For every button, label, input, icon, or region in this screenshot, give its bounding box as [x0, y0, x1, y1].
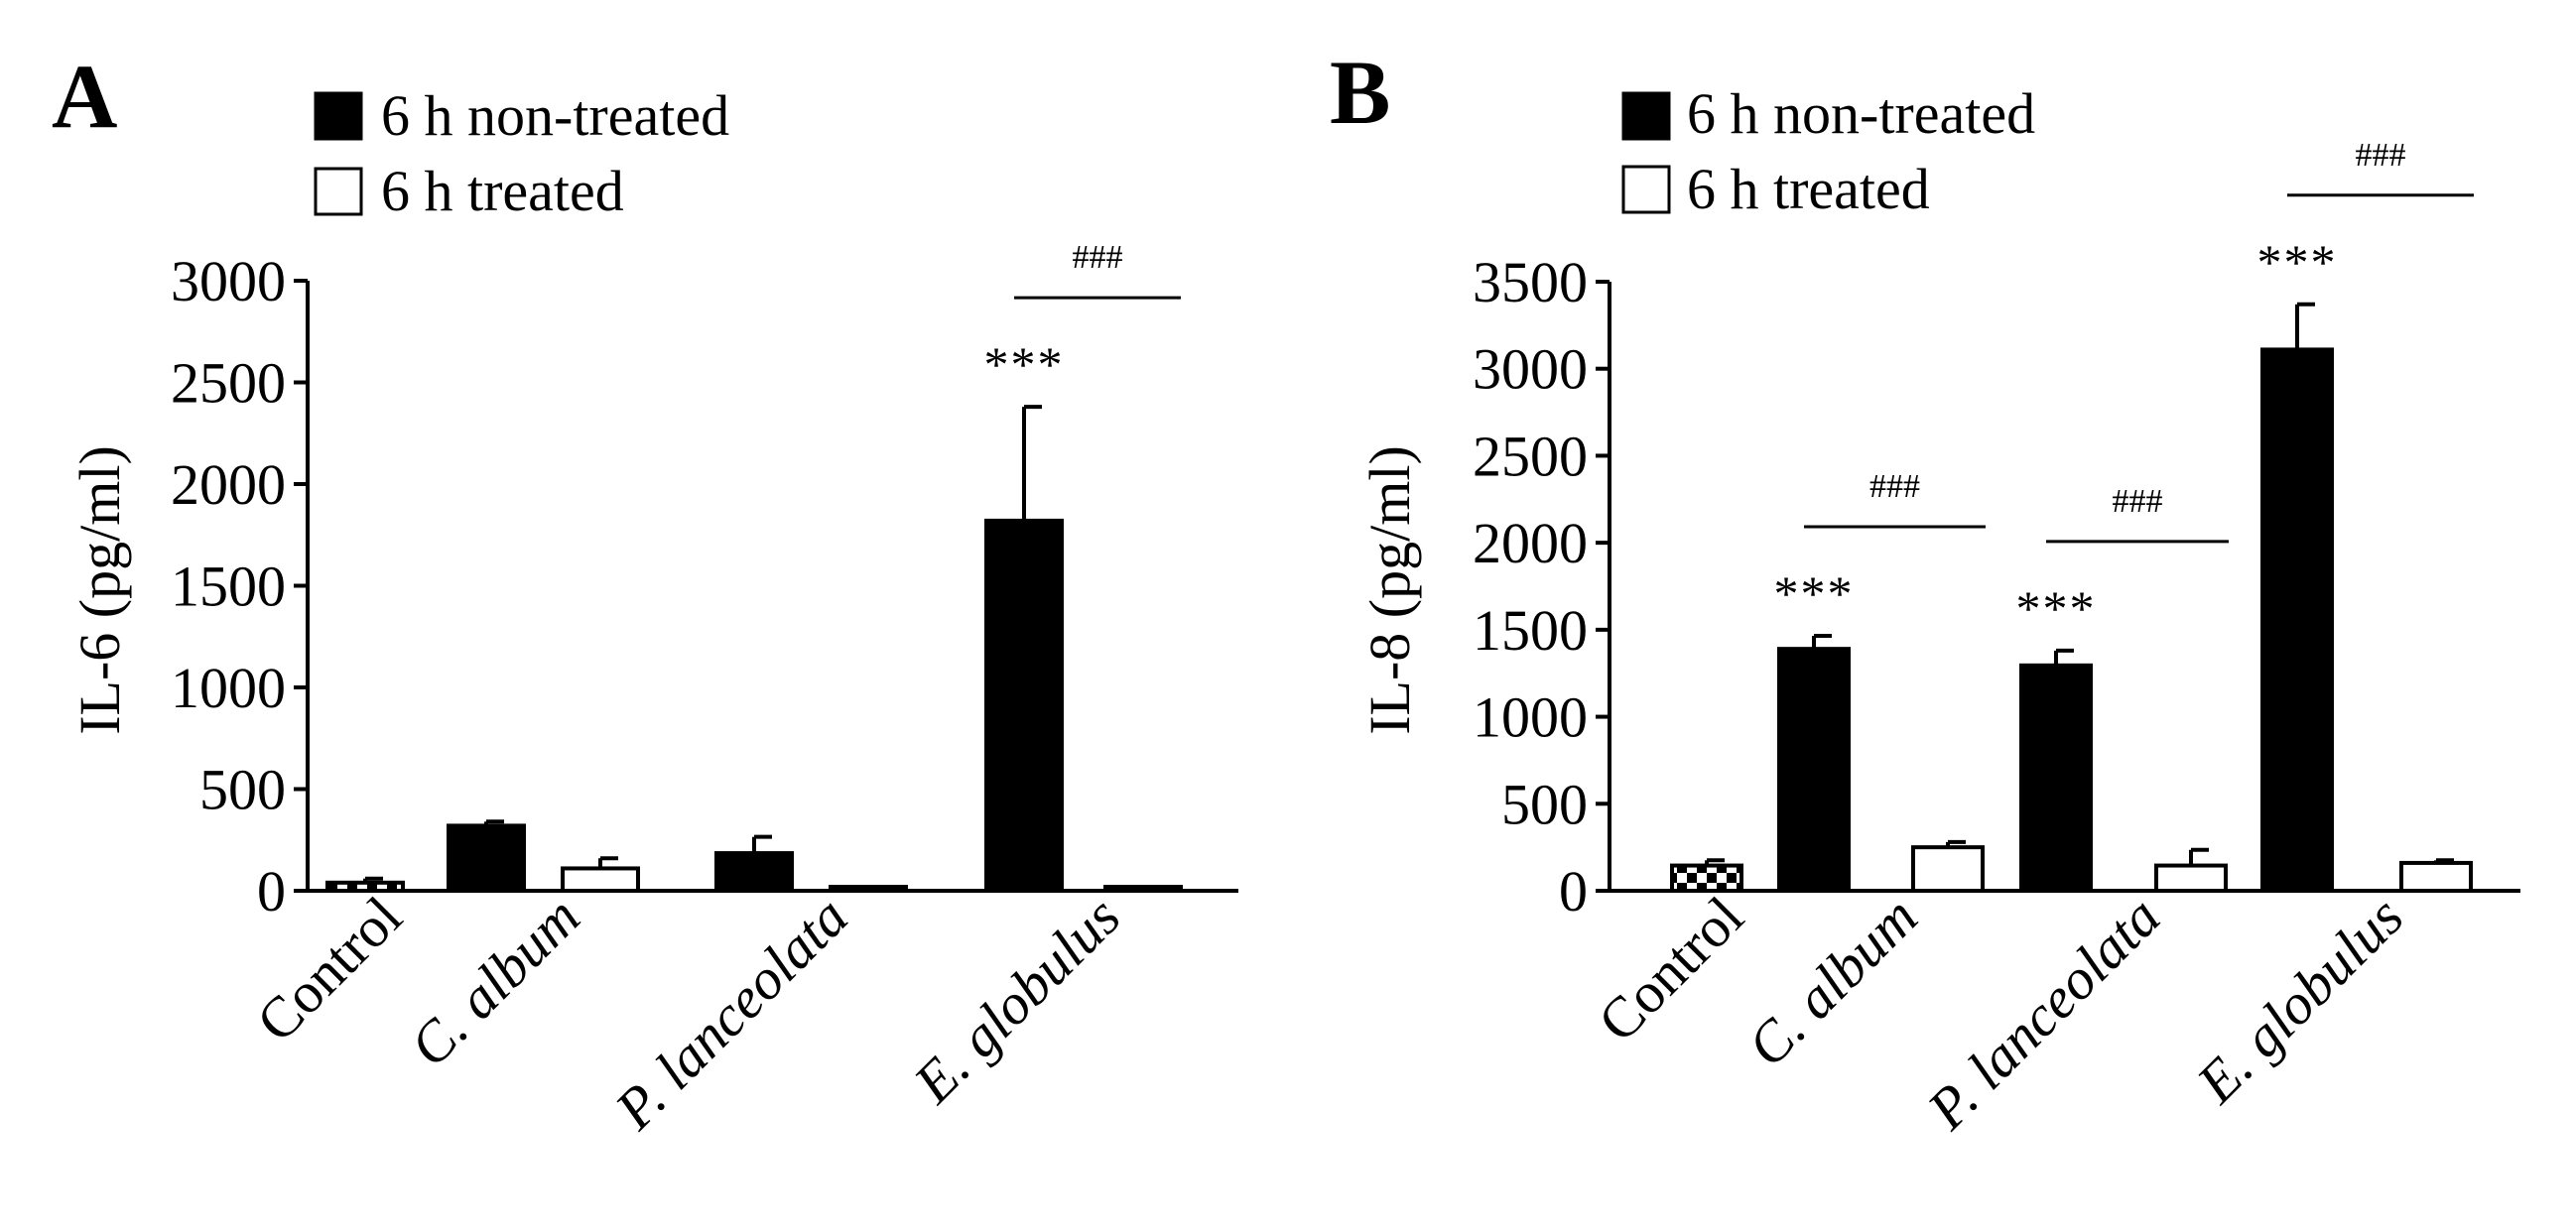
- panel-a-bar: [447, 823, 526, 894]
- panel-b-significance-stars: ***: [1774, 565, 1855, 621]
- panel-b-bar: [2399, 860, 2473, 894]
- panel-a-letter: A: [52, 46, 117, 147]
- panel-a-bar: [714, 851, 794, 894]
- panel-a-legend-label-treated: 6 h treated: [381, 159, 624, 223]
- panel-b-bar: [1777, 647, 1851, 894]
- panel-a-significance-stars: ***: [984, 336, 1065, 392]
- panel-b-y-tick-label: 3000: [1473, 337, 1588, 402]
- panel-b-legend-label-treated: 6 h treated: [1687, 157, 1930, 221]
- panel-b-y-tick-label: 3500: [1473, 250, 1588, 314]
- panel-a-y-tick-label: 2000: [171, 452, 286, 517]
- panel-a-legend-swatch-treated: [314, 167, 363, 216]
- panel-b-bar: [2019, 663, 2093, 893]
- panel-a: A 6 h non-treated 6 h treated IL-6 (pg/m…: [52, 46, 1238, 1142]
- panel-a-bar: [829, 885, 908, 893]
- panel-b-y-tick-label: 0: [1559, 859, 1588, 924]
- panel-a-bar: [984, 518, 1064, 894]
- panel-a-category-label: C. album: [397, 884, 591, 1078]
- panel-a-category-label: E. globulus: [901, 884, 1133, 1116]
- panel-b-y-tick-label: 500: [1501, 772, 1588, 836]
- panel-b-significance-hash: ###: [2356, 137, 2406, 174]
- panel-b-category-label: C. album: [1735, 884, 1929, 1078]
- panel-b-category-label: Control: [1586, 884, 1755, 1053]
- panel-a-bar: [561, 866, 640, 894]
- panel-a-y-tick-label: 3000: [171, 249, 286, 313]
- panel-b-legend-swatch-treated: [1621, 165, 1671, 214]
- panel-b: B 6 h non-treated 6 h treated IL-8 (pg/m…: [1330, 42, 2520, 1142]
- panel-b-legend-swatch-non-treated: [1621, 91, 1671, 141]
- panel-b-y-tick-label: 1000: [1473, 685, 1588, 750]
- panel-a-y-axis-label: IL-6 (pg/ml): [67, 445, 132, 735]
- panel-b-bar: [1670, 863, 1743, 894]
- panel-b-y-tick-label: 2000: [1473, 511, 1588, 575]
- panel-a-bar: [325, 880, 405, 893]
- panel-b-significance-stars: ***: [2016, 580, 2097, 636]
- panel-a-y-tick-label: 500: [199, 758, 286, 822]
- panel-b-bar: [1911, 845, 1985, 894]
- panel-b-significance-hash: ###: [1869, 468, 1920, 505]
- panel-b-category-label: P. lanceolata: [1914, 884, 2172, 1142]
- panel-a-y-tick-label: 1500: [171, 554, 286, 619]
- panel-b-y-axis-label: IL-8 (pg/ml): [1357, 445, 1422, 735]
- panel-b-plot: 0 500 1000 1500 2000 2500 3000 3500 *** ### *** ###…: [1473, 137, 2520, 1142]
- panel-b-letter: B: [1330, 42, 1390, 143]
- panel-a-y-tick-label: 2500: [171, 351, 286, 416]
- panel-a-legend-swatch-non-treated: [314, 91, 363, 141]
- panel-b-y-tick-label: 1500: [1473, 598, 1588, 663]
- panel-a-plot: 050010001500200025003000***###ControlC. …: [171, 239, 1238, 1142]
- panel-b-category-label: E. globulus: [2184, 884, 2416, 1116]
- panel-b-y-tick-label: 2500: [1473, 424, 1588, 488]
- panel-a-category-label: P. lanceolata: [602, 884, 860, 1142]
- panel-b-significance-stars: ***: [2257, 234, 2338, 290]
- panel-a-bar: [1103, 885, 1183, 893]
- panel-b-legend-label-non-treated: 6 h non-treated: [1687, 81, 2035, 146]
- panel-a-y-tick-label: 1000: [171, 656, 286, 720]
- panel-a-legend-label-non-treated: 6 h non-treated: [381, 83, 729, 148]
- panel-b-significance-hash: ###: [2113, 483, 2163, 520]
- panel-a-y-tick-label: 0: [257, 859, 286, 924]
- panel-a-significance-hash: ###: [1073, 239, 1123, 276]
- panel-b-bar: [2260, 347, 2334, 894]
- panel-b-bar: [2154, 863, 2228, 894]
